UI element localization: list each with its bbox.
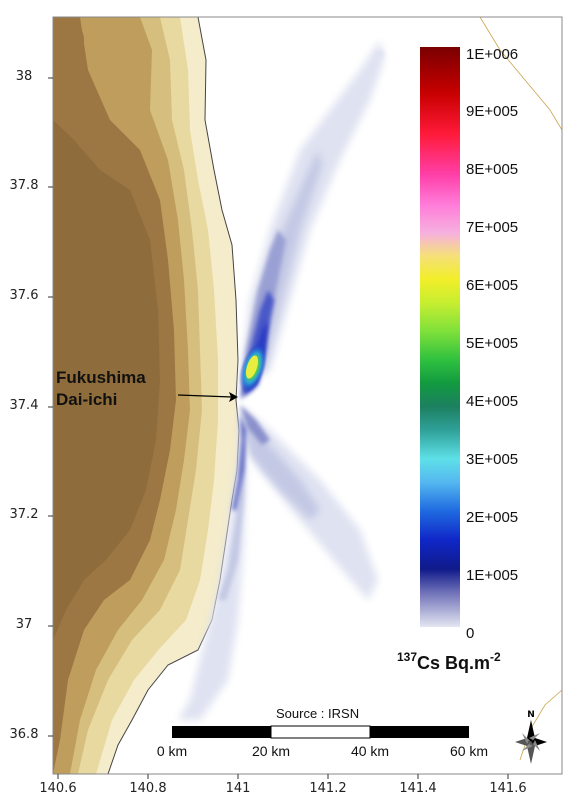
scale-label: 40 km	[350, 743, 390, 759]
y-tick-label: 37.6	[9, 288, 39, 303]
y-tick-label: 37	[15, 617, 33, 632]
source-label: Source : IRSN	[276, 706, 360, 721]
site-arrow	[177, 392, 238, 402]
legend-label: 3E+005	[466, 451, 519, 468]
y-tick-label: 38	[15, 69, 33, 84]
x-tick-label: 141.2	[309, 781, 347, 796]
x-tick-label: 140.6	[39, 781, 77, 796]
y-tick-label: 37.2	[9, 507, 39, 522]
scale-label: 0 km	[156, 743, 188, 759]
isotope-mass-number: 137	[397, 650, 418, 664]
legend-label: 4E+005	[466, 393, 519, 410]
legend-label: 1E+005	[466, 567, 519, 584]
legend-label: 8E+005	[466, 161, 519, 178]
north-arrow-icon: N	[515, 710, 547, 764]
y-tick-label: 37.4	[9, 398, 39, 413]
legend-label: 0	[466, 625, 475, 642]
unit-exponent: -2	[490, 650, 501, 664]
legend-label: 2E+005	[466, 509, 519, 526]
legend-label: 1E+006	[466, 46, 519, 63]
x-tick-label: 141	[225, 781, 251, 796]
scale-label: 60 km	[449, 743, 489, 759]
scale-bar	[172, 725, 469, 739]
legend-unit-title: 137Cs Bq.m-2	[397, 650, 501, 674]
x-tick-label: 140.8	[129, 781, 167, 796]
legend-label: 9E+005	[466, 103, 519, 120]
deposition-plume	[178, 40, 384, 720]
map-frame	[52, 16, 563, 775]
site-label-line1: Fukushima	[56, 368, 146, 387]
legend-label: 6E+005	[466, 277, 519, 294]
legend-colorbar	[420, 47, 460, 627]
x-tick-label: 141.4	[399, 781, 437, 796]
site-label-line2: Dai-ichi	[56, 390, 118, 409]
x-tick-label: 141.6	[489, 781, 527, 796]
y-tick-label: 36.8	[9, 727, 39, 742]
legend-label: 7E+005	[466, 219, 519, 236]
unit-text: Cs Bq.m	[417, 653, 491, 673]
scale-label: 20 km	[251, 743, 291, 759]
y-tick-label: 37.8	[9, 178, 39, 193]
legend-label: 5E+005	[466, 335, 519, 352]
north-label: N	[527, 710, 535, 720]
